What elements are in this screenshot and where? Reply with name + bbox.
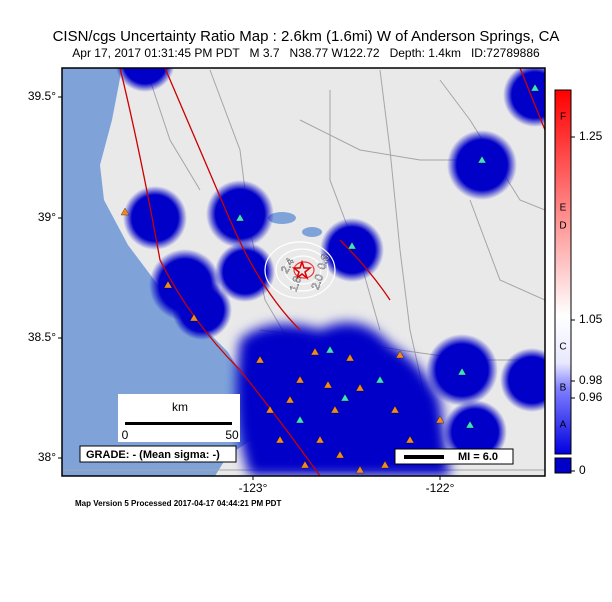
station [323, 380, 333, 389]
lon-label: -122° [426, 481, 455, 495]
lake [302, 227, 322, 237]
colorbar [554, 89, 572, 455]
colorbar-tick-label: 0.98 [579, 373, 603, 387]
station [335, 450, 345, 459]
lake [268, 212, 296, 224]
station [325, 345, 335, 354]
contour-label: 2.0 [310, 273, 327, 291]
colorbar-tick-label: 0.96 [579, 390, 603, 404]
station [340, 393, 350, 402]
mi-box [394, 448, 514, 465]
scale-bar [125, 422, 232, 425]
faults [119, 68, 545, 476]
station [295, 415, 305, 424]
station [265, 405, 275, 414]
map-frame [61, 67, 546, 477]
scale-end: 50 [225, 428, 239, 442]
colorbar-grade: B [560, 383, 567, 394]
colorbar-grade: A [560, 420, 567, 431]
station [295, 375, 305, 384]
map-title: CISN/cgs Uncertainty Ratio Map : 2.6km (… [53, 28, 560, 45]
mi-bar [404, 455, 444, 459]
ocean [62, 68, 262, 476]
station [435, 415, 445, 424]
station [477, 155, 487, 164]
lon-label: -123° [239, 481, 268, 495]
colorbar-grade: F [560, 112, 566, 123]
map-subtitle: Apr 17, 2017 01:31:45 PM PDT M 3.7 N38.7… [72, 46, 540, 60]
station [530, 83, 540, 92]
contour-label: 1.8 [288, 275, 305, 293]
station [375, 375, 385, 384]
station [390, 405, 400, 414]
station [457, 367, 467, 376]
colorbar-grade: D [559, 221, 566, 232]
colorbar-tick-label: 0 [579, 463, 586, 477]
station [310, 347, 320, 356]
epicenter [291, 259, 313, 281]
station [347, 241, 357, 250]
mi-label: MI = 6.0 [458, 451, 498, 463]
station [465, 420, 475, 429]
station [275, 435, 285, 444]
station [285, 395, 295, 404]
station [330, 405, 340, 414]
station [395, 350, 405, 359]
lat-label: 38.5° [28, 330, 56, 344]
station [163, 280, 173, 289]
station [300, 460, 310, 469]
lat-label: 38° [38, 450, 56, 464]
station [235, 213, 245, 222]
colorbar-grade: C [559, 342, 566, 353]
colorbar-tick-label: 1.25 [579, 129, 603, 143]
station [355, 465, 365, 474]
contours [264, 241, 336, 299]
footer: Map Version 5 Processed 2017-04-17 04:44… [75, 499, 281, 508]
scale-start: 0 [122, 428, 129, 442]
station [380, 460, 390, 469]
grade: GRADE: - (Mean sigma: -) [86, 449, 220, 461]
colorbar-grade: E [560, 203, 567, 214]
station [355, 383, 365, 392]
scale-box [118, 394, 240, 442]
station [315, 435, 325, 444]
station [189, 313, 199, 322]
contour-label: 0.6 [316, 253, 333, 271]
lat-label: 39° [38, 210, 56, 224]
station [255, 355, 265, 364]
station [405, 435, 415, 444]
station [120, 207, 130, 216]
grade-box [79, 445, 237, 463]
scale-unit: km [172, 400, 188, 414]
colorbar-tick-label: 1.05 [579, 312, 603, 326]
station [345, 353, 355, 362]
colorbar-zero [554, 457, 572, 474]
lat-label: 39.5° [28, 89, 56, 103]
